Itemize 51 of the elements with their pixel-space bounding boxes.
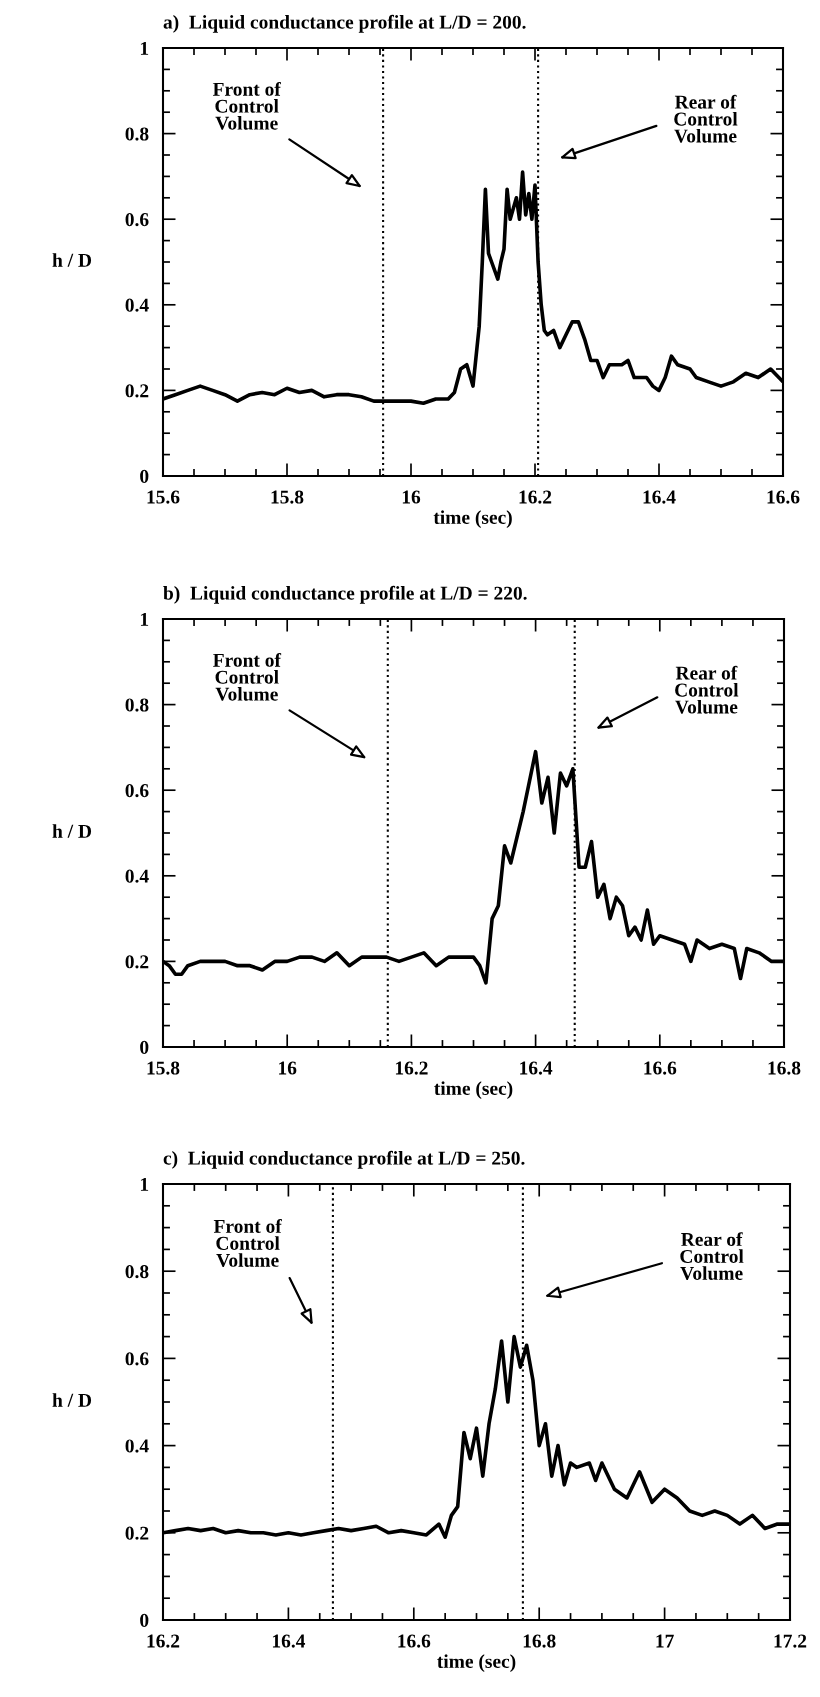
x-tick-label: 17.2 (774, 1634, 807, 1648)
y-tick-label: 1 (140, 1177, 149, 1191)
y-axis-title: h / D (52, 824, 92, 838)
x-tick-label: 16.4 (520, 1061, 553, 1075)
y-tick-label: 0.4 (125, 869, 149, 883)
y-axis-title: h / D (52, 1393, 92, 1407)
x-tick-label: 16.8 (768, 1061, 801, 1075)
y-tick-label: 0 (140, 1040, 149, 1054)
x-tick-label: 16 (402, 490, 421, 504)
annotation: Front of Control Volume (213, 1219, 282, 1267)
x-tick-label: 16.6 (767, 490, 800, 504)
x-tick-label: 16.6 (644, 1061, 677, 1075)
x-tick-label: 16.2 (147, 1634, 180, 1648)
y-tick-label: 0.8 (125, 698, 149, 712)
y-axis-title: h / D (52, 253, 92, 267)
x-tick-label: 15.6 (147, 490, 180, 504)
x-tick-label: 16.6 (398, 1634, 431, 1648)
x-tick-label: 15.8 (271, 490, 304, 504)
x-tick-label: 16.4 (272, 1634, 306, 1648)
y-tick-label: 0.2 (125, 1526, 149, 1540)
y-tick-label: 0.6 (125, 213, 149, 227)
x-tick-label: 16.4 (643, 490, 676, 504)
annotation: Front of Control Volume (212, 81, 282, 130)
x-tick-label: 15.8 (147, 1061, 180, 1075)
y-tick-label: 1 (140, 612, 149, 626)
x-tick-label: 16.2 (395, 1061, 428, 1075)
annotation: Front of Control Volume (213, 652, 282, 701)
chart-title: b) Liquid conductance profile at L/D = 220. (163, 585, 527, 604)
x-tick-label: 16 (279, 1061, 297, 1075)
x-tick-label: 16.2 (519, 490, 552, 504)
y-tick-label: 0.6 (125, 784, 149, 798)
x-axis-title: time (sec) (437, 1654, 516, 1672)
y-tick-label: 0.2 (125, 384, 149, 398)
chart-title: a) Liquid conductance profile at L/D = 200. (163, 14, 526, 33)
y-tick-label: 0.2 (125, 955, 149, 969)
y-tick-label: 0 (140, 1613, 149, 1627)
y-tick-label: 0.4 (125, 1439, 149, 1453)
annotation: Rear of Control Volume (674, 94, 738, 143)
y-tick-label: 0.8 (125, 1265, 149, 1279)
x-axis-title: time (sec) (434, 1081, 513, 1099)
chart-title: c) Liquid conductance profile at L/D = 250. (163, 1150, 525, 1169)
y-tick-label: 0.8 (125, 127, 149, 141)
y-tick-label: 1 (140, 41, 149, 55)
annotation: Rear of Control Volume (680, 1232, 744, 1281)
y-tick-label: 0 (140, 469, 149, 483)
y-tick-label: 0.6 (125, 1352, 149, 1366)
x-tick-label: 17 (656, 1634, 674, 1648)
x-axis-title: time (sec) (433, 510, 512, 528)
y-tick-label: 0.4 (125, 298, 149, 312)
annotation: Rear of Control Volume (675, 665, 739, 714)
x-tick-label: 16.8 (523, 1634, 556, 1648)
